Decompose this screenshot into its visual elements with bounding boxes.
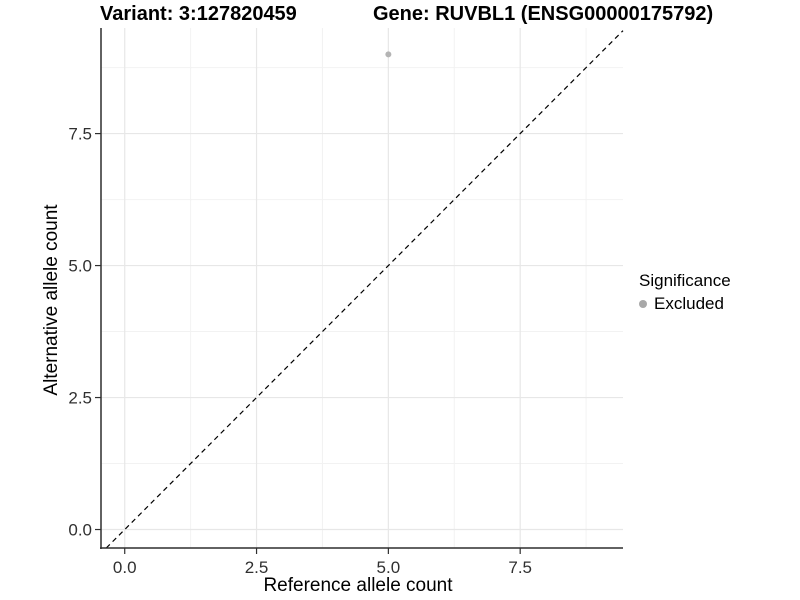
legend-item-excluded: Excluded [639, 294, 731, 314]
legend: Significance Excluded [639, 271, 731, 314]
plot-title-gene: Gene: RUVBL1 (ENSG00000175792) [373, 3, 714, 25]
y-axis-label: Alternative allele count [41, 204, 62, 396]
svg-text:7.5: 7.5 [508, 558, 532, 577]
svg-text:0.0: 0.0 [68, 521, 92, 540]
svg-text:2.5: 2.5 [245, 558, 269, 577]
svg-text:5.0: 5.0 [377, 558, 401, 577]
excluded-point-icon [639, 300, 647, 308]
plot-title-variant: Variant: 3:127820459 [100, 3, 297, 25]
legend-item-label: Excluded [654, 294, 724, 313]
svg-text:7.5: 7.5 [68, 125, 92, 144]
svg-text:2.5: 2.5 [68, 389, 92, 408]
legend-title: Significance [639, 271, 731, 290]
x-axis-label: Reference allele count [263, 575, 453, 596]
svg-text:5.0: 5.0 [68, 257, 92, 276]
svg-text:0.0: 0.0 [113, 558, 137, 577]
